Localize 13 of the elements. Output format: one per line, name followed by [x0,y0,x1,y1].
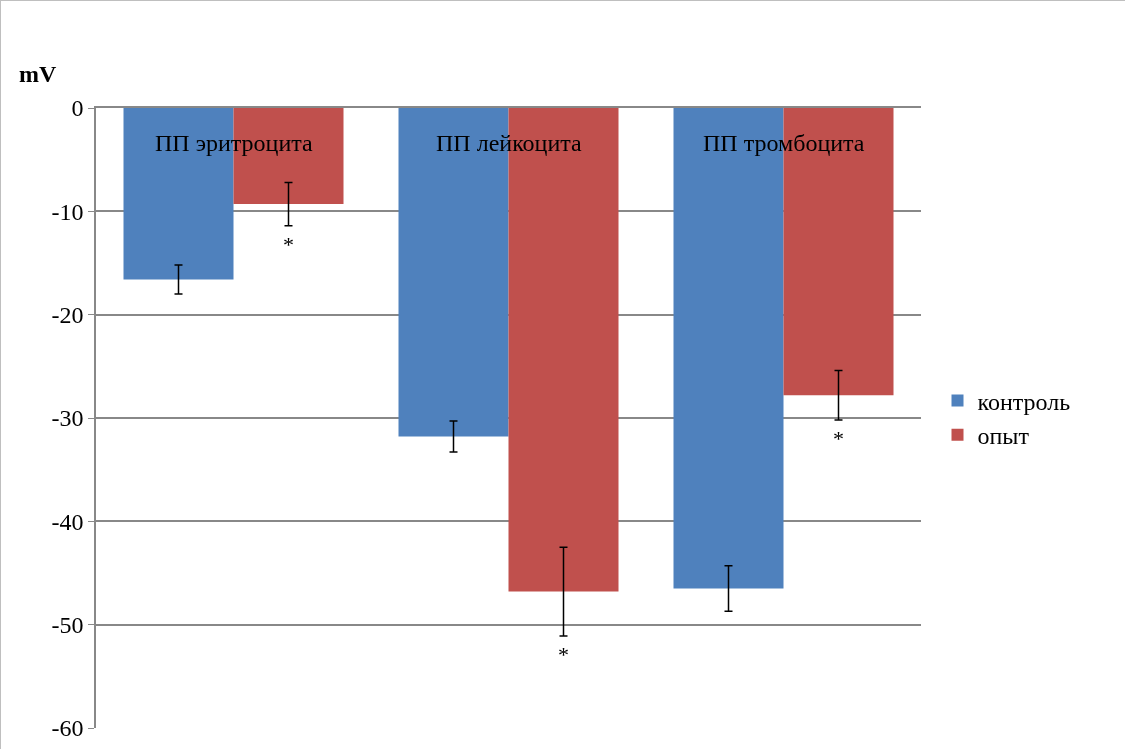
annotation: * [283,232,294,257]
y-tick-label: -50 [51,612,84,639]
y-tick-label: -40 [51,508,84,535]
y-tick-label: -10 [51,198,84,225]
y-tick-label: -30 [51,405,84,432]
annotation: * [558,642,569,667]
legend-label: опыт [977,423,1030,450]
annotation: * [833,426,844,451]
y-tick-label: 0 [71,95,84,122]
y-tick-label: -60 [51,715,84,742]
y-tick-label: -20 [51,302,84,329]
legend-label: контроль [977,388,1071,415]
y-axis-title: mV [19,61,57,87]
